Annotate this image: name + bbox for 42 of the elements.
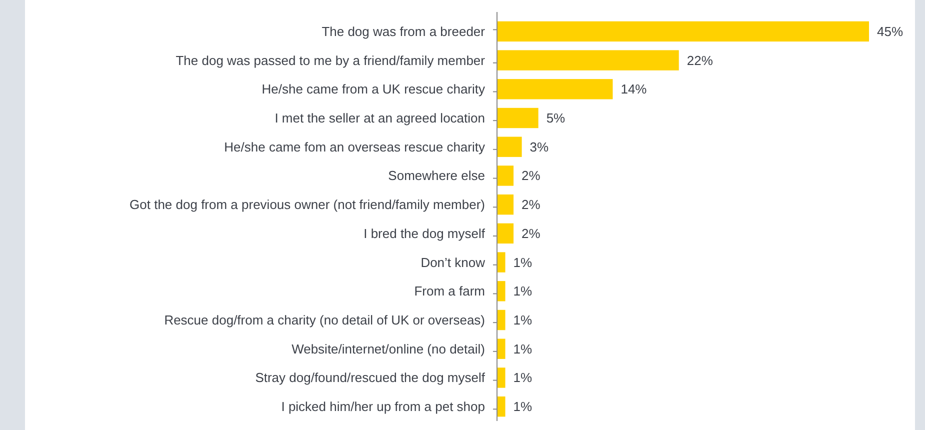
y-tick-label: The dog was passed to me by a friend/family member [176, 52, 486, 68]
bar [497, 79, 613, 100]
bar [497, 223, 514, 244]
data-label: 3% [530, 139, 550, 154]
data-label: 1% [513, 370, 532, 386]
y-tick-label: Website/internet/online (no detail) [292, 341, 485, 356]
data-label: 1% [513, 341, 532, 356]
data-label: 1% [513, 312, 532, 328]
y-tick-label: From a farm [414, 284, 485, 299]
data-label: 22% [686, 52, 714, 68]
y-tick-label: Don’t know [420, 254, 486, 270]
data-label: 2% [522, 197, 541, 212]
y-tick-label: Somewhere else [388, 168, 485, 184]
data-label: 5% [546, 110, 566, 126]
data-label: 1% [513, 254, 532, 270]
bar [497, 166, 514, 186]
y-tick-label: I bred the dog myself [364, 226, 486, 241]
data-label: 2% [522, 226, 541, 241]
bar [497, 21, 869, 42]
data-label: 14% [620, 82, 648, 97]
data-label: 45% [877, 24, 904, 39]
y-tick-label: Got the dog from a previous owner (not friend/family member) [130, 197, 485, 212]
data-label: 2% [522, 168, 541, 184]
y-tick-label: Stray dog/found/rescued the dog myself [255, 370, 486, 386]
bar [497, 310, 506, 330]
y-tick-label: I picked him/her up from a pet shop [281, 399, 485, 414]
y-tick-label: I met the seller at an agreed location [274, 110, 485, 126]
y-tick-label: He/she came from a UK rescue charity [262, 82, 486, 97]
data-label: 1% [513, 399, 532, 414]
bar [497, 281, 506, 302]
y-tick-label: Rescue dog/from a charity (no detail of UK or overseas) [164, 312, 485, 328]
bar [497, 338, 506, 359]
bar [497, 252, 506, 272]
y-tick-label: The dog was from a breeder [322, 24, 486, 39]
data-label: 1% [513, 284, 532, 299]
bar [497, 194, 514, 215]
bar [497, 50, 679, 70]
bar [497, 396, 506, 417]
bar [497, 108, 538, 128]
bar [497, 136, 522, 157]
bar [497, 368, 506, 388]
y-tick-label: He/she came fom an overseas rescue charity [224, 139, 486, 154]
